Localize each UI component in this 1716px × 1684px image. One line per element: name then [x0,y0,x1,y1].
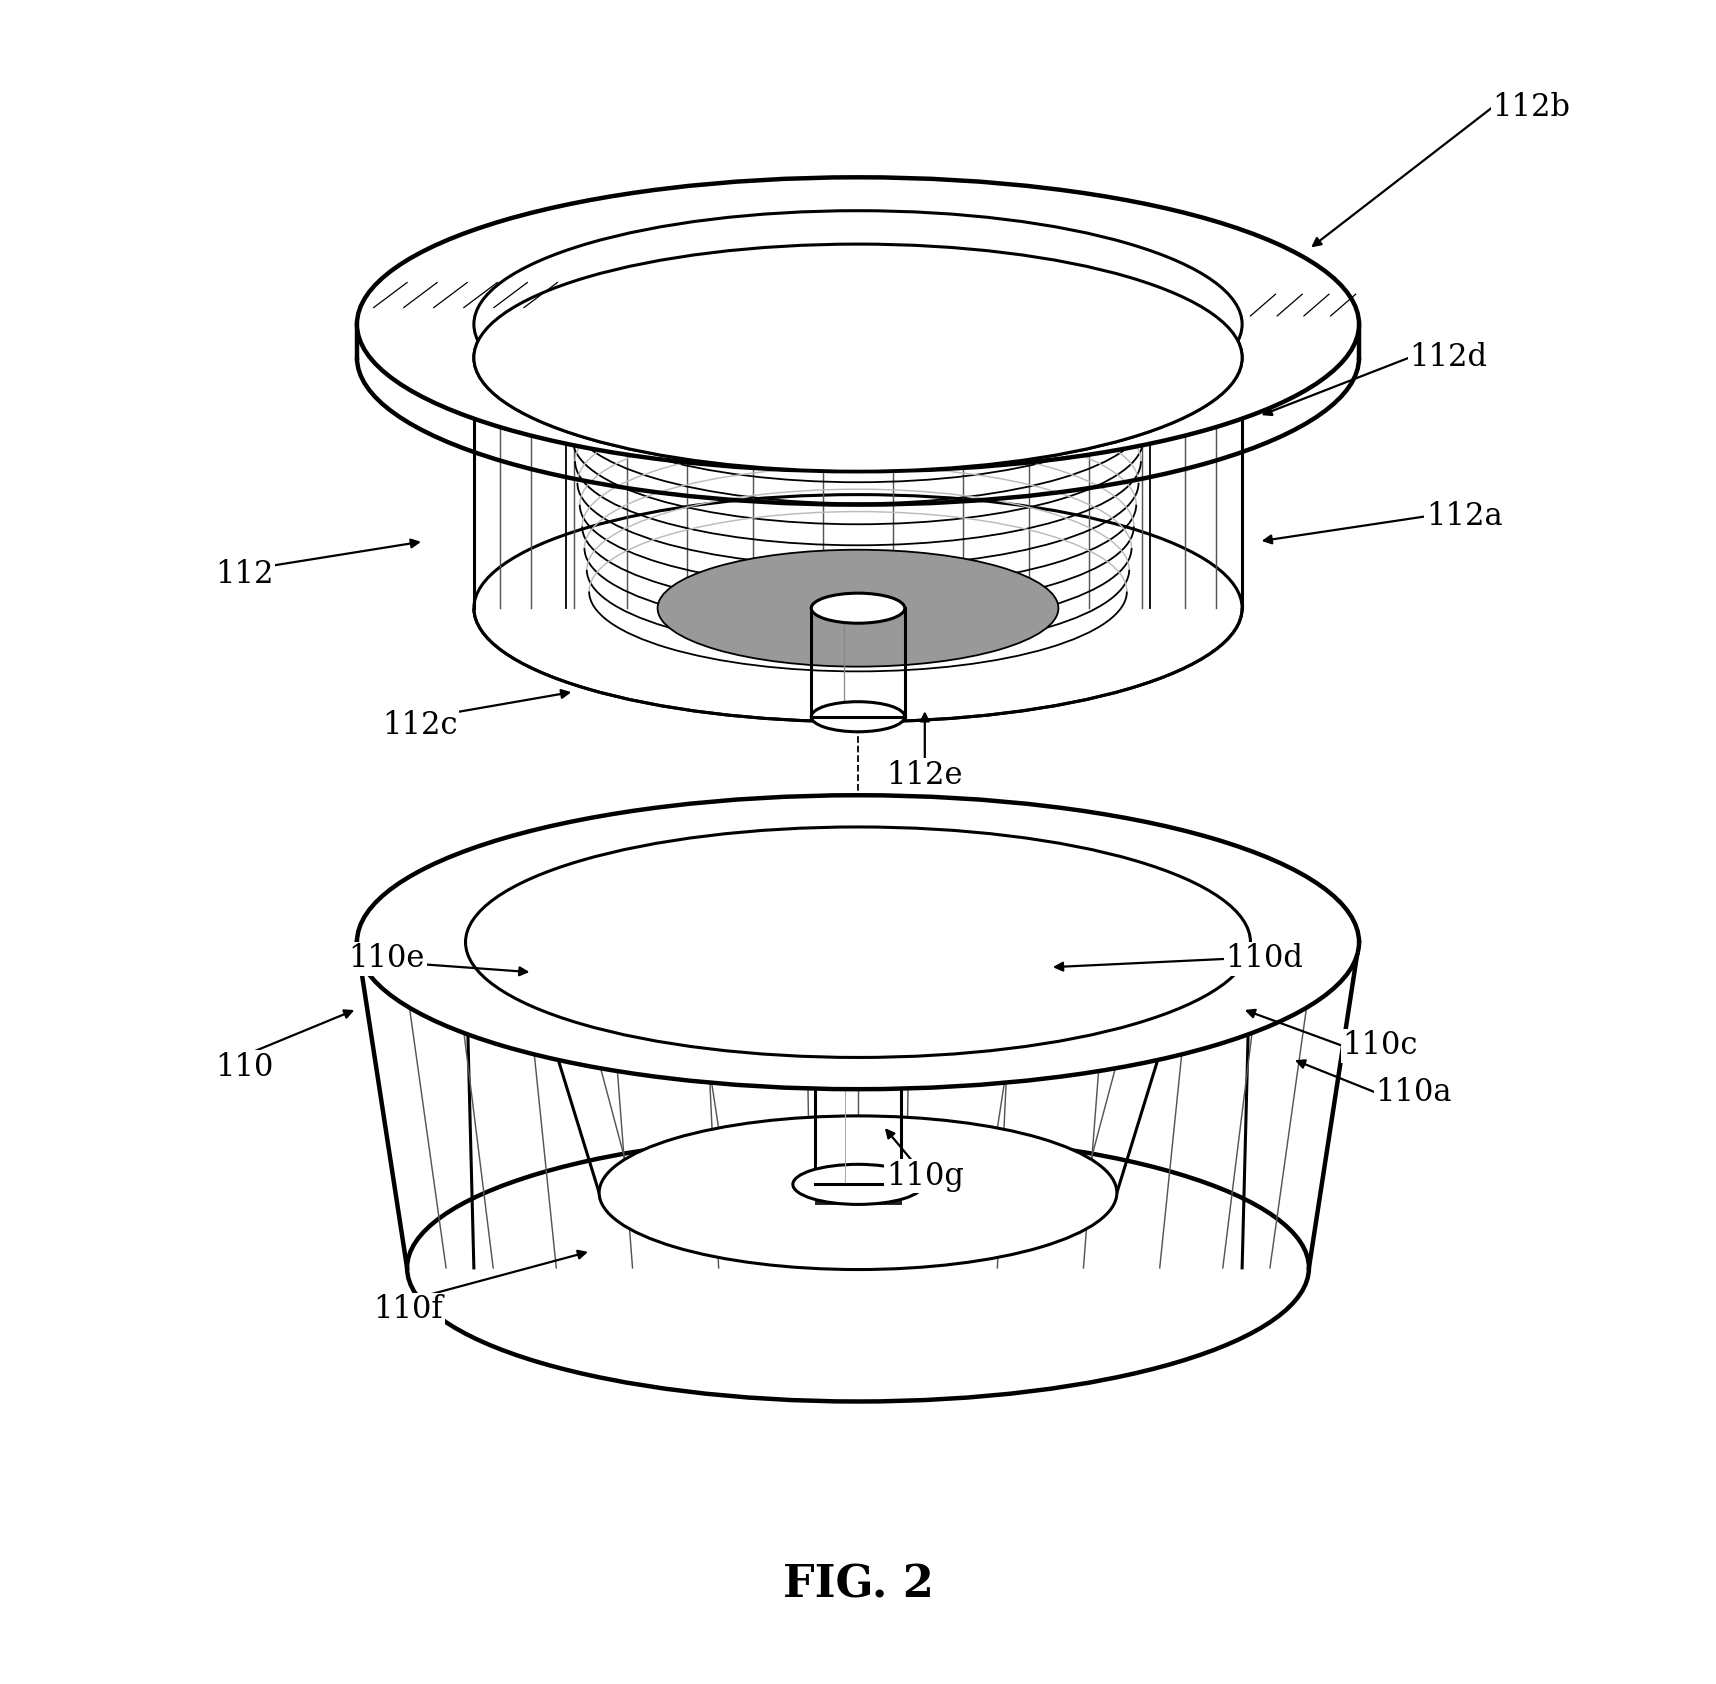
Ellipse shape [407,1135,1309,1401]
Ellipse shape [599,1116,1117,1270]
Ellipse shape [812,593,904,623]
Ellipse shape [793,1164,923,1204]
Text: 112c: 112c [383,709,458,741]
Ellipse shape [357,177,1359,472]
Text: 110e: 110e [348,943,426,975]
Ellipse shape [474,244,1242,472]
Ellipse shape [532,881,1184,1071]
Ellipse shape [657,549,1059,667]
Ellipse shape [474,244,1242,472]
Text: 112: 112 [214,559,273,591]
Ellipse shape [474,210,1242,438]
Text: 110f: 110f [374,1293,443,1325]
Ellipse shape [465,827,1251,1058]
Ellipse shape [812,702,904,733]
Text: FIG. 2: FIG. 2 [782,1564,934,1607]
Text: 112a: 112a [1426,500,1503,532]
Text: 110: 110 [214,1052,273,1083]
Text: 112d: 112d [1409,342,1488,374]
Text: 110c: 110c [1342,1031,1417,1061]
Text: 110a: 110a [1376,1078,1452,1108]
Ellipse shape [815,978,901,1005]
Text: 110d: 110d [1225,943,1302,975]
Text: 110g: 110g [885,1160,964,1192]
Ellipse shape [357,795,1359,1090]
Text: 112e: 112e [887,759,963,791]
Ellipse shape [474,244,1242,472]
Ellipse shape [474,495,1242,722]
Text: 112b: 112b [1493,91,1570,123]
